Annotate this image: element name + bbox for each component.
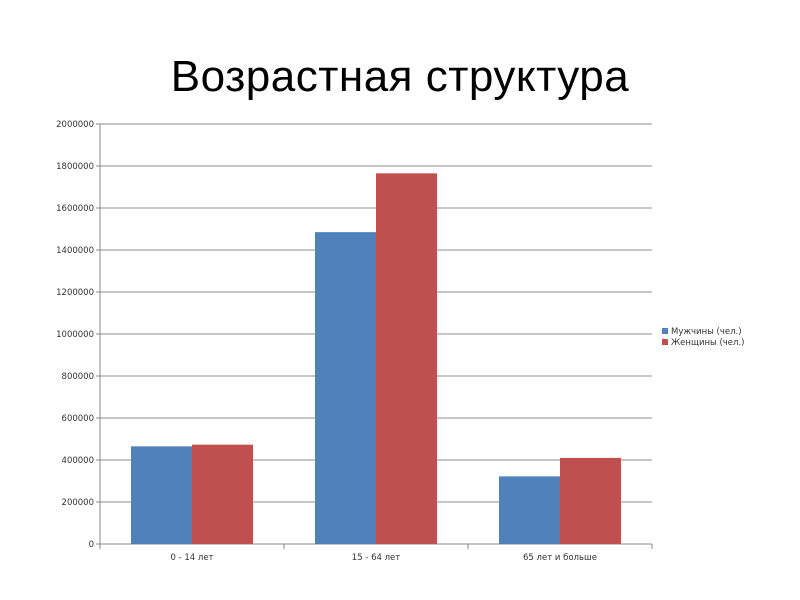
y-tick-label: 2000000 <box>56 120 94 130</box>
y-tick-label: 400000 <box>62 456 94 466</box>
y-tick-label: 1600000 <box>56 204 94 214</box>
x-category-label: 65 лет и больше <box>523 553 597 563</box>
x-category-label: 15 - 64 лет <box>352 553 400 563</box>
legend-swatch <box>662 339 668 345</box>
bar <box>376 173 437 544</box>
bar <box>315 232 376 544</box>
x-category-label: 0 - 14 лет <box>170 553 213 563</box>
legend-swatch <box>662 328 668 334</box>
bar <box>499 476 560 544</box>
slide-title: Возрастная структура <box>170 52 630 101</box>
legend-label: Мужчины (чел.) <box>671 327 742 337</box>
legend-label: Женщины (чел.) <box>671 338 744 348</box>
bar <box>560 457 621 544</box>
y-tick-label: 1000000 <box>56 330 94 340</box>
bar <box>131 446 192 544</box>
y-tick-label: 600000 <box>62 414 94 424</box>
y-tick-label: 200000 <box>62 498 94 508</box>
y-tick-label: 1800000 <box>56 162 94 172</box>
y-tick-label: 800000 <box>62 372 94 382</box>
bar <box>192 444 253 544</box>
y-tick-label: 0 <box>89 540 94 550</box>
y-tick-label: 1200000 <box>56 288 94 298</box>
y-tick-label: 1400000 <box>56 246 94 256</box>
